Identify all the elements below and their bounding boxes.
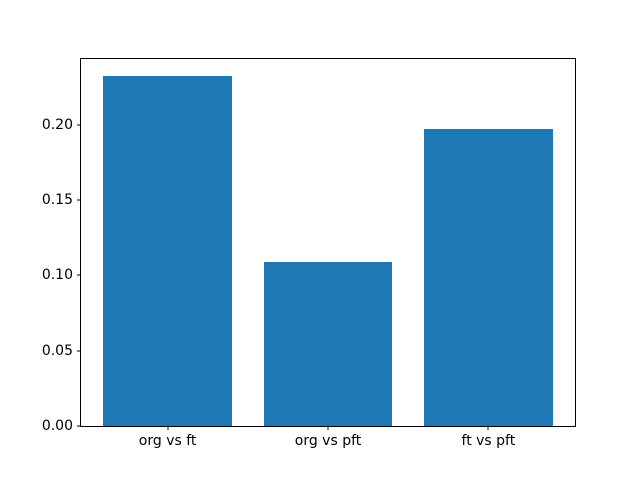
y-tick-mark-0.05 — [77, 350, 81, 352]
x-tick-label-ft-vs-pft: ft vs pft — [461, 433, 516, 449]
y-tick-mark-0.15 — [77, 199, 81, 201]
x-tick-mark-org-vs-pft — [327, 426, 329, 430]
y-tick-mark-0.20 — [77, 124, 81, 126]
y-tick-label-0.15: 0.15 — [41, 192, 73, 208]
y-tick-mark-0.00 — [77, 425, 81, 427]
x-tick-label-org-vs-pft: org vs pft — [294, 433, 362, 449]
x-tick-mark-ft-vs-pft — [487, 426, 489, 430]
bar-org-vs-pft — [263, 261, 393, 426]
x-tick-mark-org-vs-ft — [167, 426, 169, 430]
x-tick-label-org-vs-ft: org vs ft — [138, 433, 197, 449]
bar-ft-vs-pft — [424, 129, 553, 426]
y-tick-label-0.20: 0.20 — [41, 116, 73, 133]
bar-org-vs-ft — [103, 76, 232, 426]
y-tick-label-0.05: 0.05 — [41, 342, 73, 359]
y-tick-label-0.10: 0.10 — [41, 267, 73, 284]
y-tick-mark-0.10 — [77, 274, 81, 276]
y-tick-label-0.00: 0.00 — [41, 418, 73, 434]
plot-area: org vs ft org vs pft ft vs pft 0.00 0.05 0.10… — [42, 58, 576, 448]
